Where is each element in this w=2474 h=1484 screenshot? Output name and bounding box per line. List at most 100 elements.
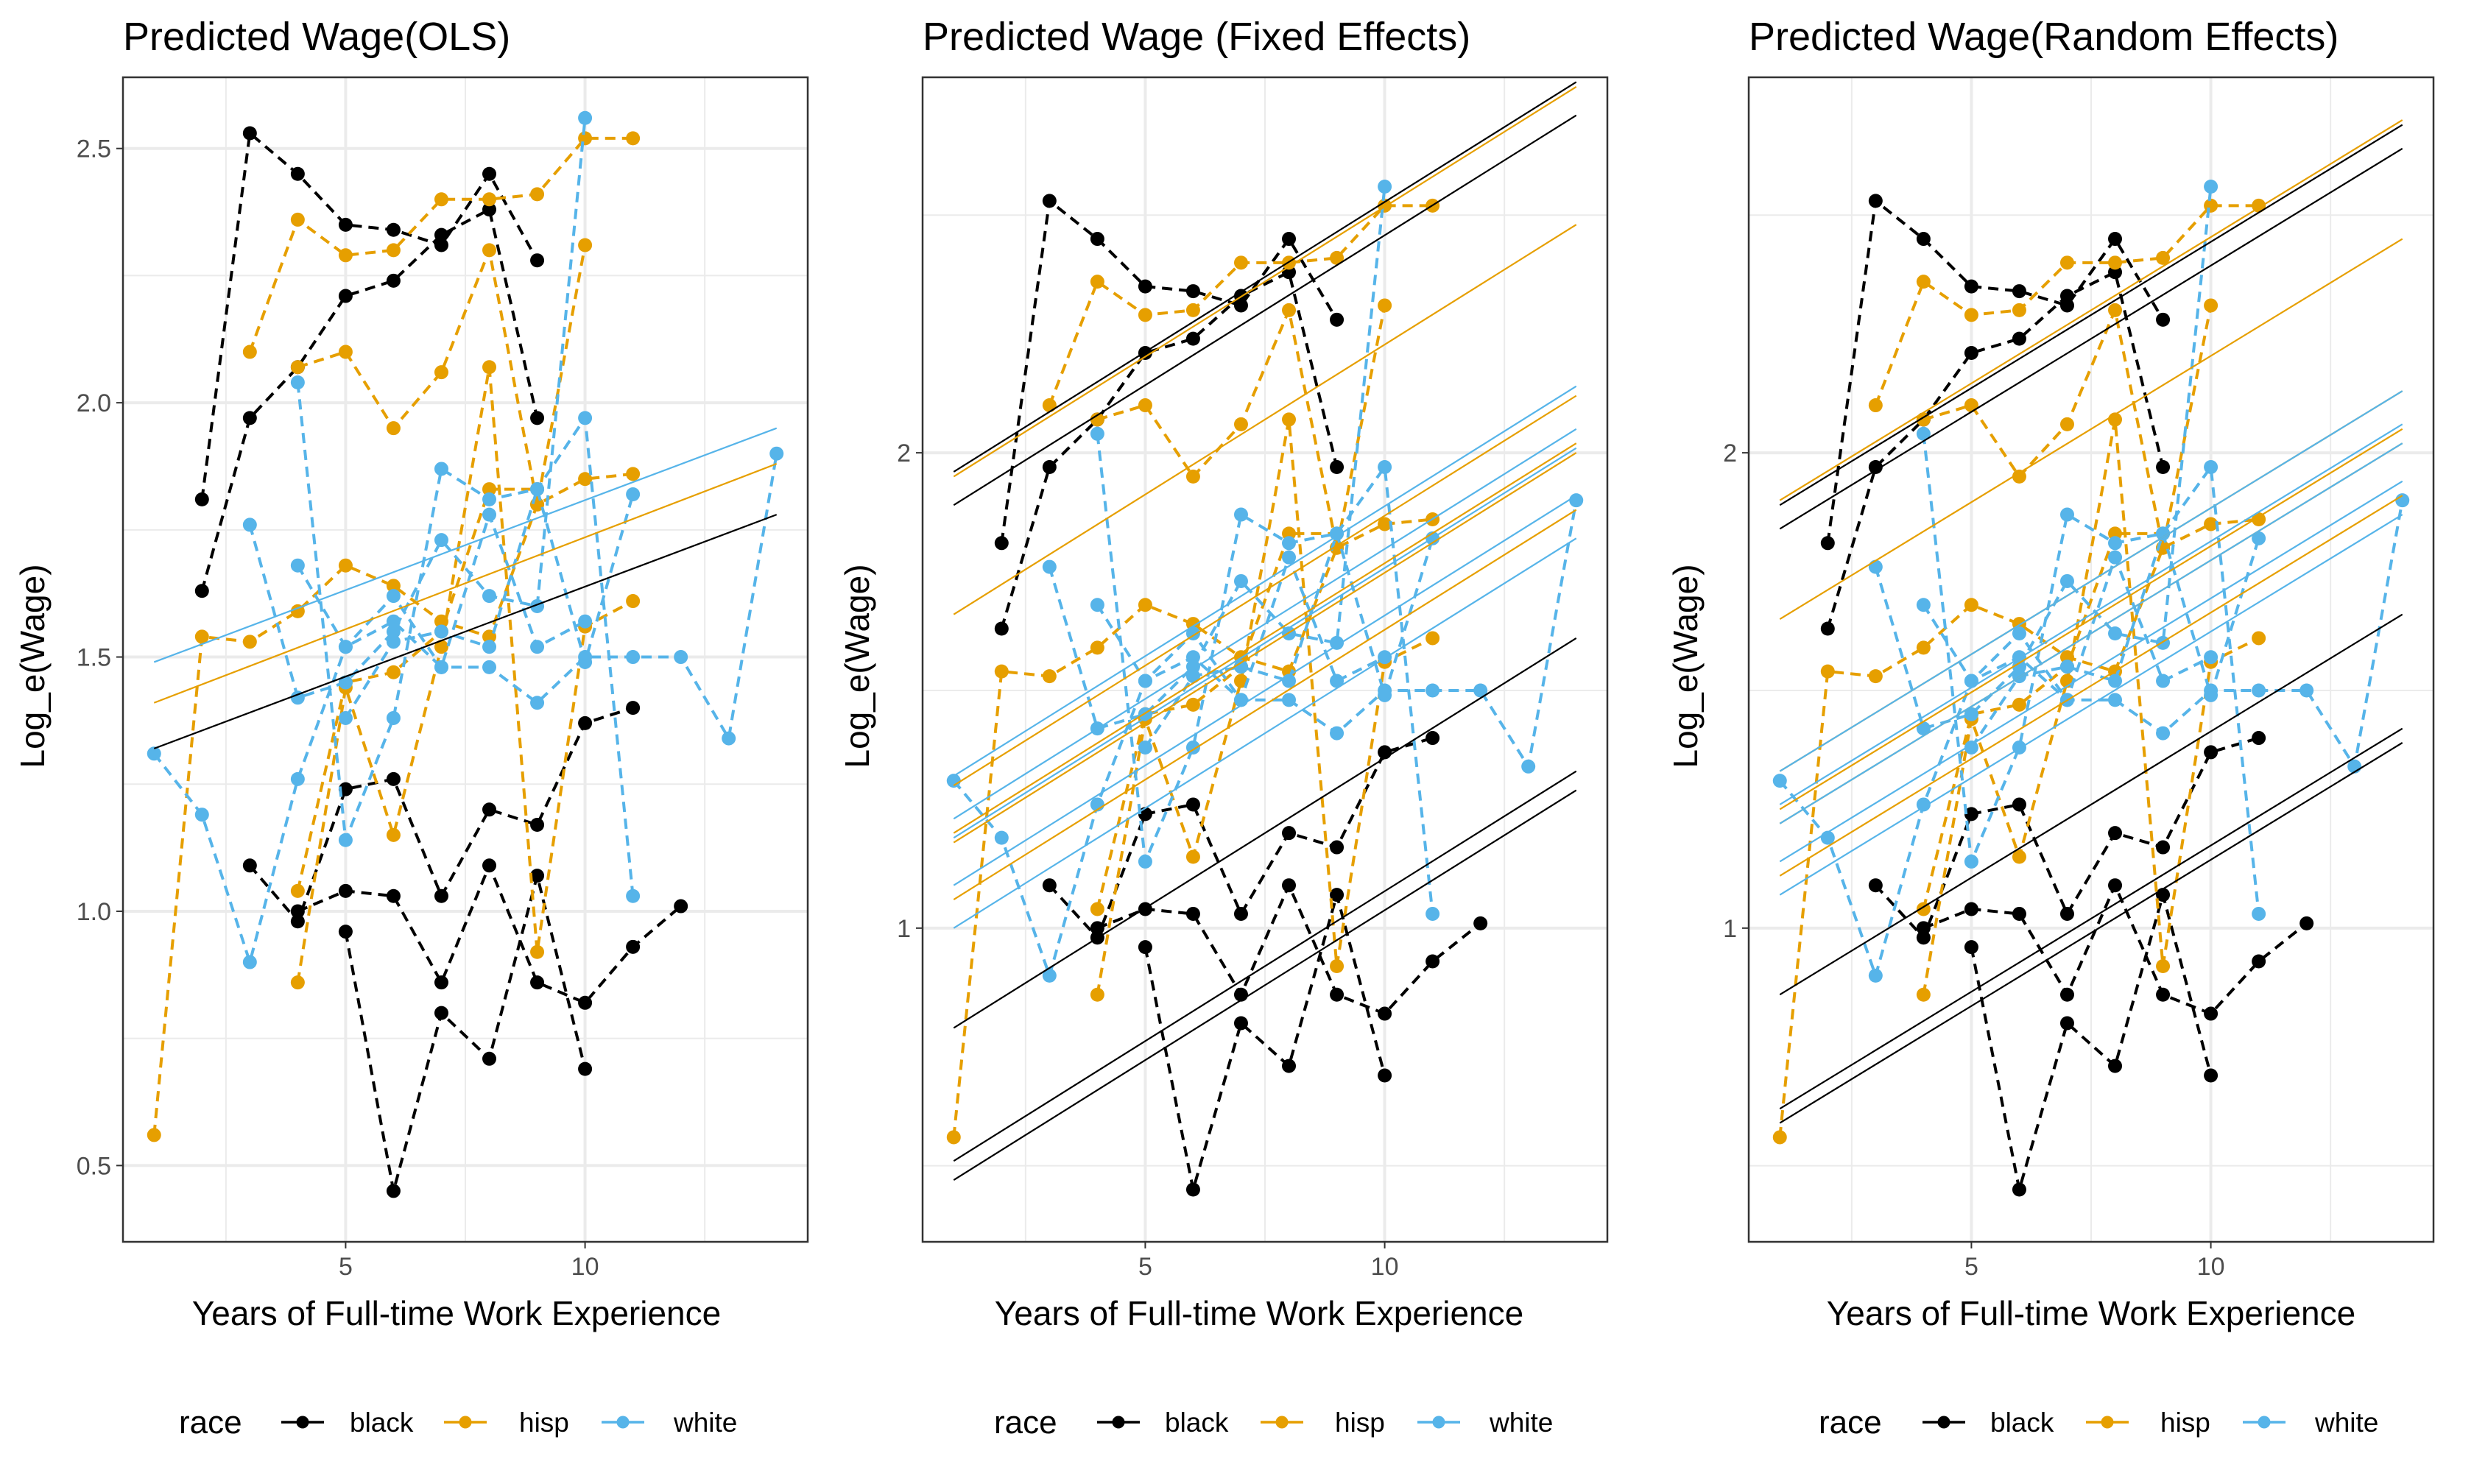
observed-line-black (1970, 889, 2213, 1190)
fitted-lines (153, 427, 778, 749)
data-point-white (1233, 660, 1248, 674)
observed-line-black (1000, 198, 1339, 544)
data-point-hisp (2252, 631, 2266, 646)
data-point-white (434, 660, 448, 674)
data-point-hisp (626, 131, 641, 146)
data-point-white (482, 507, 497, 522)
fitted-line-white (1779, 514, 2403, 896)
tick-labels: 5 10 1 2 (897, 439, 1398, 1281)
data-point-white (338, 640, 353, 654)
data-point-black (2156, 312, 2171, 327)
x-axis-title: Years of Full-time Work Experience (1827, 1294, 2355, 1332)
data-point-black (434, 238, 448, 252)
fitted-line-white (953, 495, 1577, 886)
data-point-black (1042, 878, 1057, 893)
data-point-black (994, 536, 1009, 551)
data-point-black (1425, 731, 1440, 746)
fitted-line-white (1779, 390, 2403, 772)
observed-line-hisp (1778, 517, 2259, 1138)
x-tick-label: 10 (571, 1253, 599, 1281)
data-point-black (674, 899, 688, 914)
data-point-hisp (2204, 298, 2219, 313)
observed-line-white (152, 453, 778, 968)
data-point-hisp (2012, 303, 2026, 317)
legend-key-black (1923, 1416, 1965, 1429)
panel-title: Predicted Wage (Fixed Effects) (923, 15, 1470, 59)
data-point-black (1090, 232, 1104, 247)
panel-title: Predicted Wage(Random Effects) (1749, 15, 2339, 59)
data-point-black (338, 883, 353, 898)
y-axis-title: Log_e(Wage) (13, 564, 52, 768)
data-point-black (2108, 826, 2123, 841)
data-point-black (242, 858, 257, 873)
data-point-white (338, 710, 353, 725)
data-point-hisp (1090, 987, 1104, 1002)
data-point-hisp (530, 944, 545, 959)
legend-key-black (1097, 1416, 1140, 1429)
data-point-black (1138, 940, 1152, 955)
data-point-hisp (1282, 303, 1297, 317)
data-point-black (386, 222, 401, 237)
data-point-white (1042, 559, 1057, 574)
data-point-black (434, 888, 448, 903)
data-point-white (2252, 906, 2266, 921)
observed-line-hisp (1096, 419, 1434, 995)
legend-label-hisp: hisp (1335, 1407, 1385, 1438)
data-point-black (1820, 536, 1835, 551)
legend-key-white (2243, 1416, 2286, 1429)
data-point-hisp (578, 472, 593, 487)
data-point-hisp (1964, 598, 1978, 612)
data-point-white (530, 696, 545, 710)
data-point-white (482, 660, 497, 674)
fitted-line-hisp (1779, 428, 2403, 810)
data-point-black (530, 411, 545, 425)
data-point-hisp (946, 1130, 961, 1145)
observed-line-hisp (1922, 531, 2163, 910)
data-point-black (386, 888, 401, 903)
data-point-hisp (386, 665, 401, 679)
data-point-hisp (1233, 417, 1248, 431)
data-point-white (2156, 726, 2171, 741)
fitted-line-black (1779, 727, 2403, 1110)
data-point-black (194, 492, 209, 506)
data-point-hisp (2108, 303, 2123, 317)
data-point-white (1916, 721, 1931, 736)
data-point-white (1233, 507, 1248, 522)
data-point-black (1868, 194, 1883, 208)
y-axis-title: Log_e(Wage) (1666, 564, 1705, 768)
data-point-black (1964, 940, 1978, 955)
fitted-line-black (953, 81, 1577, 473)
fitted-line-white (953, 385, 1577, 777)
observed-line-black (200, 130, 539, 500)
data-point-black (2012, 331, 2026, 346)
legend-key-hisp (1261, 1416, 1303, 1429)
data-point-hisp (1185, 849, 1200, 864)
data-point-white (578, 654, 593, 669)
data-point-black (242, 126, 257, 141)
data-point-white (2299, 683, 2314, 698)
data-point-white (2012, 626, 2026, 640)
data-point-black (1330, 987, 1345, 1002)
fitted-lines (953, 81, 1577, 1181)
observed-line-white (1096, 434, 1434, 914)
data-point-hisp (1772, 1130, 1787, 1145)
data-point-black (1233, 906, 1248, 921)
data-point-white (2059, 573, 2074, 588)
data-point-hisp (386, 827, 401, 842)
data-point-black (530, 818, 545, 833)
data-point-black (1868, 459, 1883, 474)
data-point-hisp (1185, 303, 1200, 317)
data-point-white (1138, 674, 1152, 688)
data-point-hisp (290, 604, 305, 618)
x-tick-label: 10 (2197, 1253, 2225, 1281)
data-point-black (290, 904, 305, 919)
data-point-hisp (2156, 250, 2171, 265)
fitted-line-black (953, 789, 1577, 1181)
data-point-white (1090, 598, 1104, 612)
data-point-white (1282, 550, 1297, 565)
data-point-hisp (290, 975, 305, 990)
data-point-black (1282, 232, 1297, 247)
data-point-black (1282, 878, 1297, 893)
data-point-white (1916, 797, 1931, 812)
y-tick-label: 1.0 (77, 898, 111, 926)
